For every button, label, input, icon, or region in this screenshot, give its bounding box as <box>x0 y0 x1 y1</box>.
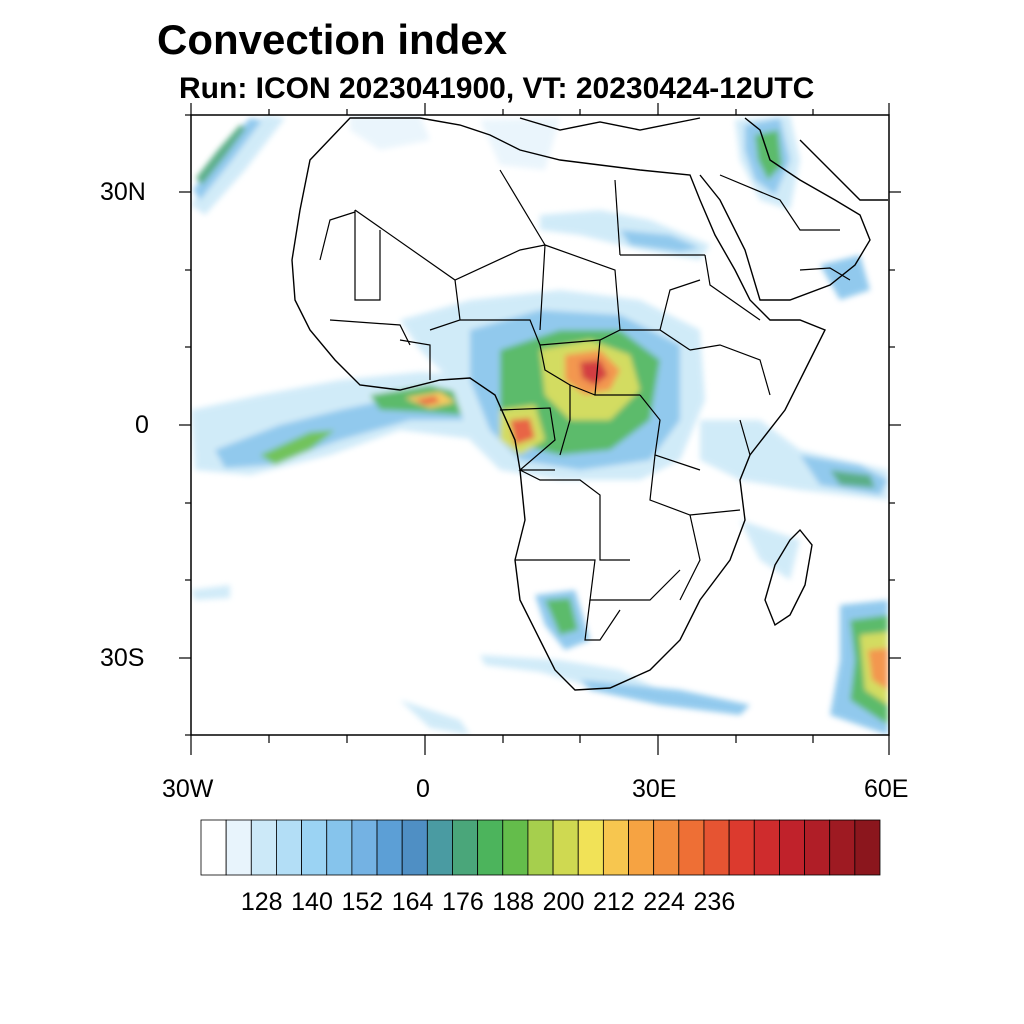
border-line <box>399 339 431 380</box>
colorbar-label: 176 <box>442 888 484 916</box>
lat-label-0: 0 <box>135 411 149 439</box>
border-line <box>704 254 761 321</box>
lon-label-30e: 30E <box>632 775 677 803</box>
border-line <box>354 210 381 301</box>
convection-blob <box>193 118 262 200</box>
colorbar-label: 140 <box>291 888 333 916</box>
colorbar-swatch <box>326 819 353 876</box>
map-subtitle: Run: ICON 2023041900, VT: 20230424-12UTC <box>179 72 815 105</box>
colorbar-swatch <box>200 819 227 876</box>
colorbar-swatch <box>854 819 881 876</box>
colorbar-label: 152 <box>341 888 384 916</box>
border-line <box>515 559 681 601</box>
border-line <box>689 344 771 396</box>
colorbar-swatch <box>527 819 554 876</box>
border-line <box>544 244 621 331</box>
colorbar-swatch <box>779 819 805 876</box>
colorbar-swatch <box>628 819 655 876</box>
convection-field <box>191 115 888 735</box>
arabia-coastline <box>699 117 871 301</box>
lat-label-30s: 30S <box>100 644 145 672</box>
colorbar-swatch <box>728 819 755 876</box>
colorbar-label: 128 <box>240 888 283 916</box>
convection-blob <box>415 396 440 405</box>
convection-blob <box>400 700 470 735</box>
colorbar-swatch <box>552 819 579 876</box>
border-line <box>319 211 356 261</box>
lon-label-30w: 30W <box>162 775 214 803</box>
europe-coastline <box>519 117 701 131</box>
colorbar-swatch <box>426 819 453 876</box>
border-line <box>329 319 411 346</box>
colorbar-swatch <box>502 819 529 876</box>
colorbar-swatch <box>250 819 277 876</box>
colorbar-label: 224 <box>643 888 685 916</box>
colorbar-swatch <box>225 819 252 876</box>
colorbar-swatch <box>753 819 780 876</box>
lon-label-0: 0 <box>416 775 430 803</box>
colorbar-swatch <box>602 819 629 876</box>
convection-blob <box>480 118 560 170</box>
border-line <box>679 514 701 601</box>
coastlines <box>291 117 888 691</box>
convection-blob <box>868 648 888 690</box>
convection-blob <box>191 115 285 215</box>
persian-gulf-coast <box>799 139 888 201</box>
convection-blob <box>830 470 875 488</box>
colorbar-label: 188 <box>492 888 535 916</box>
convection-blob <box>260 430 335 465</box>
madagascar-coastline <box>764 528 813 627</box>
convection-blob <box>580 360 608 385</box>
border-line <box>539 344 596 396</box>
border-line <box>539 329 691 351</box>
lon-label-60e: 60E <box>864 775 909 803</box>
colorbar-swatch <box>678 819 705 876</box>
lat-label-30n: 30N <box>100 178 146 206</box>
colorbar-swatch <box>804 819 831 876</box>
convection-blob <box>350 115 430 150</box>
convection-blob <box>196 125 246 185</box>
convection-blob <box>580 680 750 715</box>
border-line <box>719 174 840 231</box>
border-line <box>659 279 701 331</box>
colorbar-swatch <box>401 819 428 876</box>
country-borders <box>319 169 851 641</box>
colorbar-label: 212 <box>592 888 635 916</box>
border-line <box>584 599 621 641</box>
convection-blob <box>620 230 700 252</box>
border-line <box>519 469 630 561</box>
colorbar-swatch <box>351 819 378 876</box>
convection-blob <box>545 598 578 635</box>
convection-blob <box>191 585 230 600</box>
colorbar-swatch <box>301 819 328 876</box>
colorbar-swatch <box>577 819 604 876</box>
border-line <box>354 209 546 281</box>
border-line <box>639 394 701 471</box>
colorbar-label: 200 <box>542 888 585 916</box>
colorbar-swatch <box>276 819 302 876</box>
border-line <box>739 419 751 456</box>
colorbar-swatch <box>452 819 479 876</box>
colorbar-swatch <box>703 819 730 876</box>
colorbar-swatch <box>653 819 680 876</box>
convection-blob <box>510 418 535 445</box>
border-line <box>559 385 571 456</box>
convection-blob <box>740 520 800 580</box>
axis-ticks <box>179 103 901 755</box>
border-line <box>499 407 556 471</box>
colorbar-label: 236 <box>693 888 736 916</box>
map-title: Convection index <box>157 16 508 63</box>
colorbar-swatch <box>477 819 504 876</box>
border-line <box>649 454 741 516</box>
colorbar-label: 164 <box>391 888 434 916</box>
border-line <box>614 179 621 256</box>
colorbar-swatch <box>829 819 856 876</box>
africa-coastline <box>291 117 826 691</box>
colorbar <box>200 819 881 876</box>
border-line <box>460 319 541 346</box>
colorbar-swatch <box>376 819 403 876</box>
border-line <box>799 267 851 281</box>
